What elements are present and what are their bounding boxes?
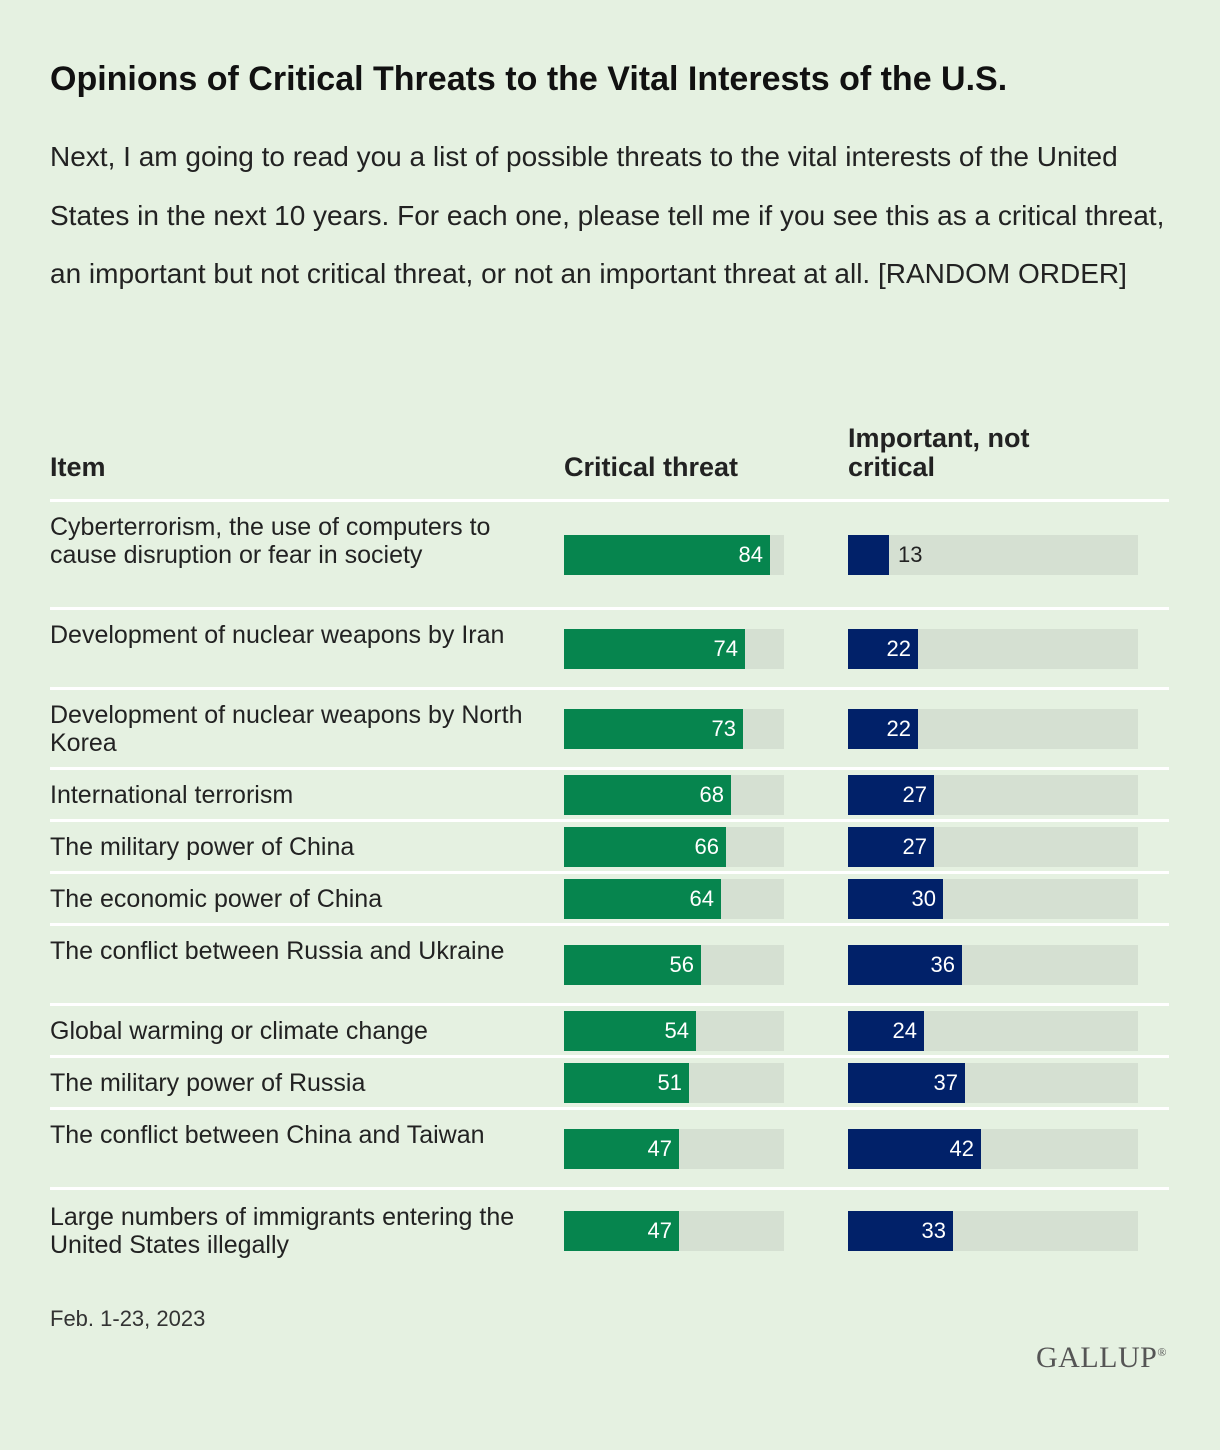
important-bar-track: 33 [848,1210,1138,1251]
important-value-label: 27 [902,782,927,807]
row-divider [50,1107,1169,1110]
critical-value-label: 47 [647,1217,672,1243]
important-bar [848,1129,981,1169]
critical-value-label: 74 [713,636,738,661]
critical-bar [564,1011,696,1051]
important-bar-track: 30 [848,879,1138,919]
important-value-label: 36 [930,952,955,977]
important-bar-track: 27 [848,775,1138,815]
critical-value-label: 47 [647,1136,672,1161]
important-bar-track: 24 [848,1011,1138,1051]
row-label: Development of nuclear weapons by Iran [50,621,505,649]
important-value-label: 22 [886,636,911,661]
gallup-logo: GALLUP® [1036,1341,1167,1374]
row-divider [50,687,1169,690]
critical-bar-track: 56 [564,945,784,985]
row-divider [50,767,1169,770]
critical-bar-track: 51 [564,1063,784,1103]
important-bar [848,945,962,985]
critical-value-label: 51 [657,1070,682,1095]
row-label: International terrorism [50,781,294,809]
row-divider [50,1055,1169,1058]
critical-bar [564,1063,689,1103]
critical-value-label: 73 [711,716,736,741]
critical-bar [564,1210,679,1251]
row-label: Large numbers of immigrants entering the… [50,1202,515,1259]
row-divider [50,871,1169,874]
header-divider [50,499,1169,502]
important-bar-track: 27 [848,827,1138,867]
critical-bar [564,1129,679,1169]
important-bar [848,1063,965,1103]
critical-bar-track: 47 [564,1129,784,1169]
row-label: Cyberterrorism, the use of computers to … [50,513,491,569]
critical-value-label: 56 [669,952,694,977]
important-bar-track: 42 [848,1129,1138,1169]
critical-bar-track: 54 [564,1011,784,1051]
row-label: The conflict between China and Taiwan [50,1121,485,1149]
important-bar [848,629,918,669]
critical-bar [564,709,743,749]
row-divider [50,923,1169,926]
important-value-label: 42 [949,1136,974,1161]
important-value-label: 27 [902,834,927,859]
critical-bar [564,629,745,669]
critical-bar-track: 84 [564,535,784,575]
important-bar-track: 22 [848,709,1138,749]
critical-bar [564,775,731,815]
important-bar-track: 37 [848,1063,1138,1103]
critical-value-label: 66 [694,834,719,859]
critical-bar-track: 74 [564,629,784,669]
column-header-critical: Critical threat [564,452,739,482]
important-value-label: 24 [892,1018,917,1043]
critical-bar-track: 68 [564,775,784,815]
row-label: The military power of China [50,833,355,861]
important-bar [848,1011,924,1051]
critical-value-label: 54 [664,1018,689,1043]
important-bar-track: 13 [848,535,1138,575]
row-divider [50,1003,1169,1006]
chart-title: Opinions of Critical Threats to the Vita… [50,60,1008,98]
critical-bar-track: 47 [564,1210,784,1251]
important-value-label: 13 [898,542,923,567]
row-label: Development of nuclear weapons by North … [50,701,523,757]
critical-value-label: 64 [689,886,714,911]
critical-value-label: 84 [738,542,763,567]
important-value-label: 37 [933,1070,958,1095]
critical-value-label: 68 [699,782,724,807]
row-label: Global warming or climate change [50,1017,428,1045]
column-header-important-line2: critical [848,452,936,482]
important-bar-track: 22 [848,629,1138,669]
critical-bar [564,827,726,867]
important-bar [848,1210,953,1251]
critical-bar [564,879,721,919]
important-bar [848,535,889,575]
column-header-important-line1: Important, not [848,423,1030,453]
column-header-important: Important, not critical [848,424,1029,482]
row-label: The conflict between Russia and Ukraine [50,937,505,965]
row-label: The military power of Russia [50,1069,366,1097]
row-divider [50,819,1169,822]
important-value-label: 33 [921,1217,946,1243]
critical-bar-track: 64 [564,879,784,919]
important-bar-track: 36 [848,945,1138,985]
survey-date-note: Feb. 1-23, 2023 [50,1306,206,1331]
important-bar [848,879,943,919]
row-divider [50,607,1169,610]
row-label: The economic power of China [50,885,383,913]
critical-bar-track: 66 [564,827,784,867]
critical-bar-track: 73 [564,709,784,749]
important-value-label: 30 [911,886,936,911]
important-bar [848,827,934,867]
chart-subtitle: Next, I am going to read you a list of p… [50,141,1165,289]
important-value-label: 22 [886,716,911,741]
gallup-logo-text: GALLUP [1036,1341,1158,1374]
important-bar [848,775,934,815]
important-bar [848,709,918,749]
row-divider [50,1187,1169,1190]
critical-bar [564,945,701,985]
column-header-item: Item [50,452,106,482]
critical-bar [564,535,770,575]
